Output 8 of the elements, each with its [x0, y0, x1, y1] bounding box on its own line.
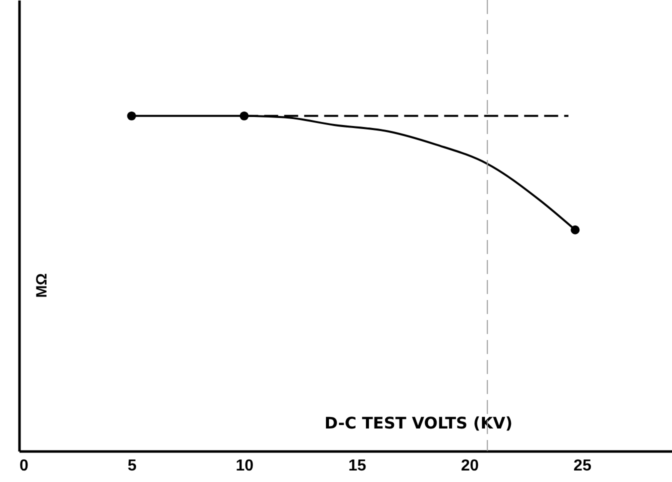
x-tick-label: 20	[460, 458, 479, 474]
y-axis-title: MΩ	[34, 273, 50, 298]
x-tick-label: 10	[236, 458, 254, 474]
x-tick-label: 25	[574, 458, 592, 474]
x-axis-title: D-C TEST VOLTS (KV)	[324, 414, 513, 432]
x-tick-label: 0	[20, 458, 28, 474]
x-tick-label: 5	[128, 458, 137, 474]
x-tick-label: 15	[348, 458, 366, 474]
